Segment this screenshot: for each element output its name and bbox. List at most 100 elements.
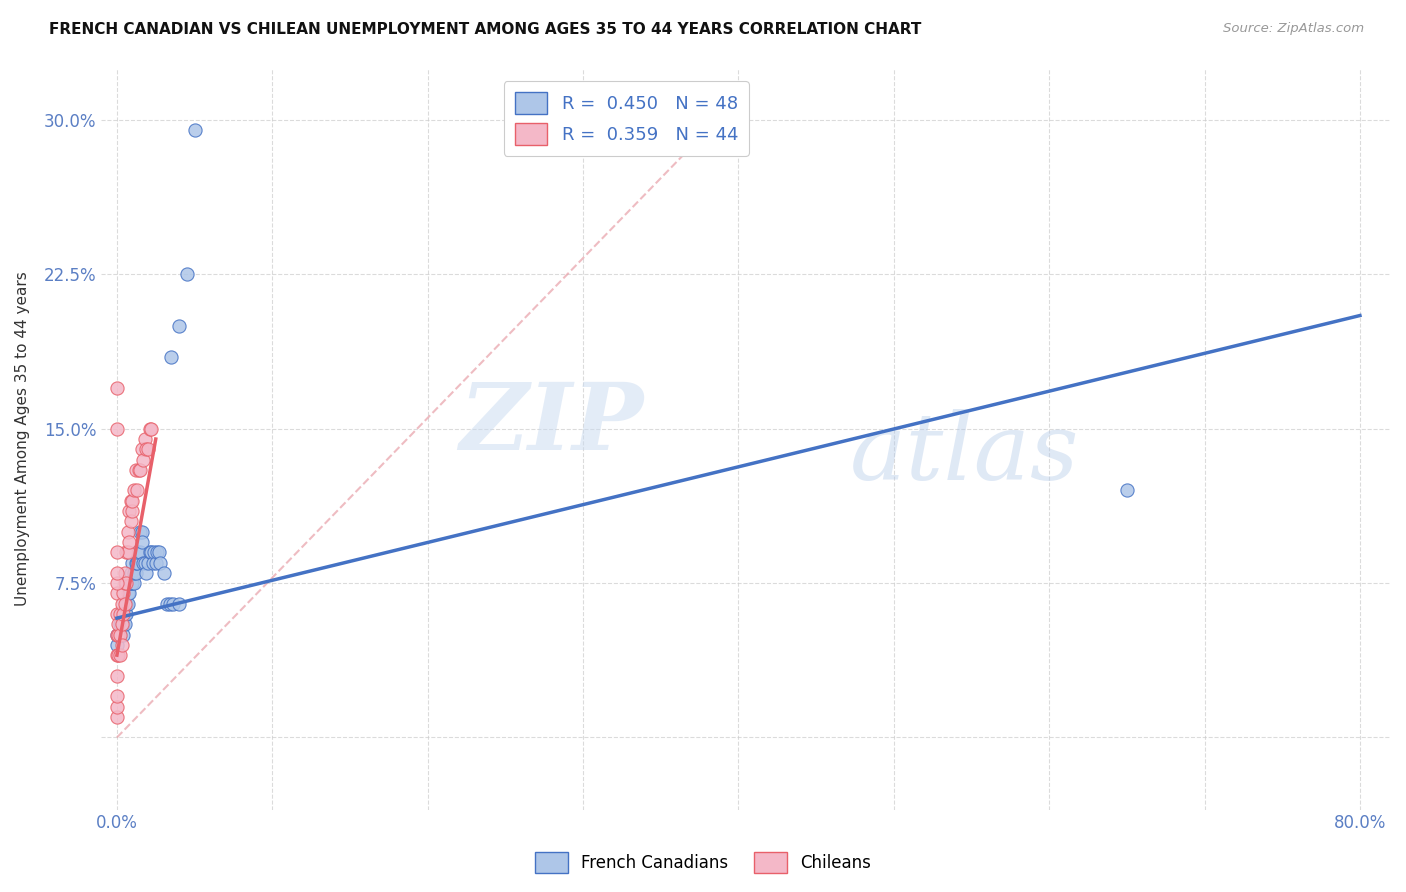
- Point: [160, 350, 183, 364]
- Point: [118, 504, 141, 518]
- Point: [105, 586, 128, 600]
- Point: [127, 483, 149, 498]
- Point: [121, 576, 143, 591]
- Point: [127, 556, 149, 570]
- Point: [131, 524, 153, 539]
- Text: ZIP: ZIP: [458, 379, 643, 469]
- Point: [105, 669, 128, 683]
- Point: [108, 627, 131, 641]
- Point: [112, 586, 135, 600]
- Point: [121, 493, 143, 508]
- Point: [115, 597, 138, 611]
- Point: [167, 597, 190, 611]
- Point: [112, 617, 135, 632]
- Point: [149, 556, 172, 570]
- Point: [131, 442, 153, 457]
- Point: [145, 556, 167, 570]
- Point: [183, 123, 205, 137]
- Point: [105, 648, 128, 662]
- Point: [110, 638, 132, 652]
- Point: [118, 586, 141, 600]
- Point: [148, 545, 170, 559]
- Point: [105, 699, 128, 714]
- Point: [124, 566, 146, 580]
- Legend: R =  0.450   N = 48, R =  0.359   N = 44: R = 0.450 N = 48, R = 0.359 N = 44: [503, 81, 749, 156]
- Point: [115, 607, 138, 621]
- Point: [108, 617, 131, 632]
- Point: [143, 545, 166, 559]
- Point: [129, 545, 152, 559]
- Point: [115, 545, 138, 559]
- Point: [105, 576, 128, 591]
- Text: atlas: atlas: [849, 409, 1078, 499]
- Legend: French Canadians, Chileans: French Canadians, Chileans: [529, 846, 877, 880]
- Point: [122, 576, 145, 591]
- Point: [120, 566, 142, 580]
- Point: [105, 422, 128, 436]
- Point: [138, 422, 160, 436]
- Point: [142, 556, 165, 570]
- Point: [134, 556, 156, 570]
- Point: [105, 380, 128, 394]
- Point: [159, 597, 181, 611]
- Point: [105, 638, 128, 652]
- Point: [114, 607, 136, 621]
- Point: [105, 627, 128, 641]
- Point: [124, 463, 146, 477]
- Point: [139, 545, 162, 559]
- Point: [108, 627, 131, 641]
- Point: [135, 442, 157, 457]
- Point: [110, 597, 132, 611]
- Point: [118, 576, 141, 591]
- Point: [134, 432, 156, 446]
- Point: [105, 710, 128, 724]
- Point: [105, 627, 128, 641]
- Point: [120, 576, 142, 591]
- Point: [1115, 483, 1137, 498]
- Point: [114, 597, 136, 611]
- Text: FRENCH CANADIAN VS CHILEAN UNEMPLOYMENT AMONG AGES 35 TO 44 YEARS CORRELATION CH: FRENCH CANADIAN VS CHILEAN UNEMPLOYMENT …: [49, 22, 921, 37]
- Point: [117, 597, 139, 611]
- Point: [114, 617, 136, 632]
- Text: Source: ZipAtlas.com: Source: ZipAtlas.com: [1223, 22, 1364, 36]
- Point: [122, 566, 145, 580]
- Point: [112, 627, 135, 641]
- Point: [114, 576, 136, 591]
- Point: [110, 607, 132, 621]
- Point: [114, 566, 136, 580]
- Point: [120, 514, 142, 528]
- Point: [129, 524, 152, 539]
- Point: [131, 535, 153, 549]
- Point: [108, 607, 131, 621]
- Point: [117, 586, 139, 600]
- Point: [105, 566, 128, 580]
- Point: [162, 597, 184, 611]
- Point: [156, 597, 179, 611]
- Point: [129, 463, 152, 477]
- Point: [107, 627, 129, 641]
- Point: [138, 545, 160, 559]
- Point: [167, 318, 190, 333]
- Y-axis label: Unemployment Among Ages 35 to 44 years: Unemployment Among Ages 35 to 44 years: [15, 272, 30, 607]
- Point: [124, 556, 146, 570]
- Point: [152, 566, 174, 580]
- Point: [136, 556, 159, 570]
- Point: [115, 576, 138, 591]
- Point: [128, 463, 150, 477]
- Point: [105, 545, 128, 559]
- Point: [132, 452, 155, 467]
- Point: [122, 483, 145, 498]
- Point: [107, 648, 129, 662]
- Point: [127, 545, 149, 559]
- Point: [139, 422, 162, 436]
- Point: [118, 535, 141, 549]
- Point: [117, 545, 139, 559]
- Point: [120, 493, 142, 508]
- Point: [105, 607, 128, 621]
- Point: [110, 617, 132, 632]
- Point: [135, 566, 157, 580]
- Point: [112, 607, 135, 621]
- Point: [108, 648, 131, 662]
- Point: [117, 524, 139, 539]
- Point: [107, 617, 129, 632]
